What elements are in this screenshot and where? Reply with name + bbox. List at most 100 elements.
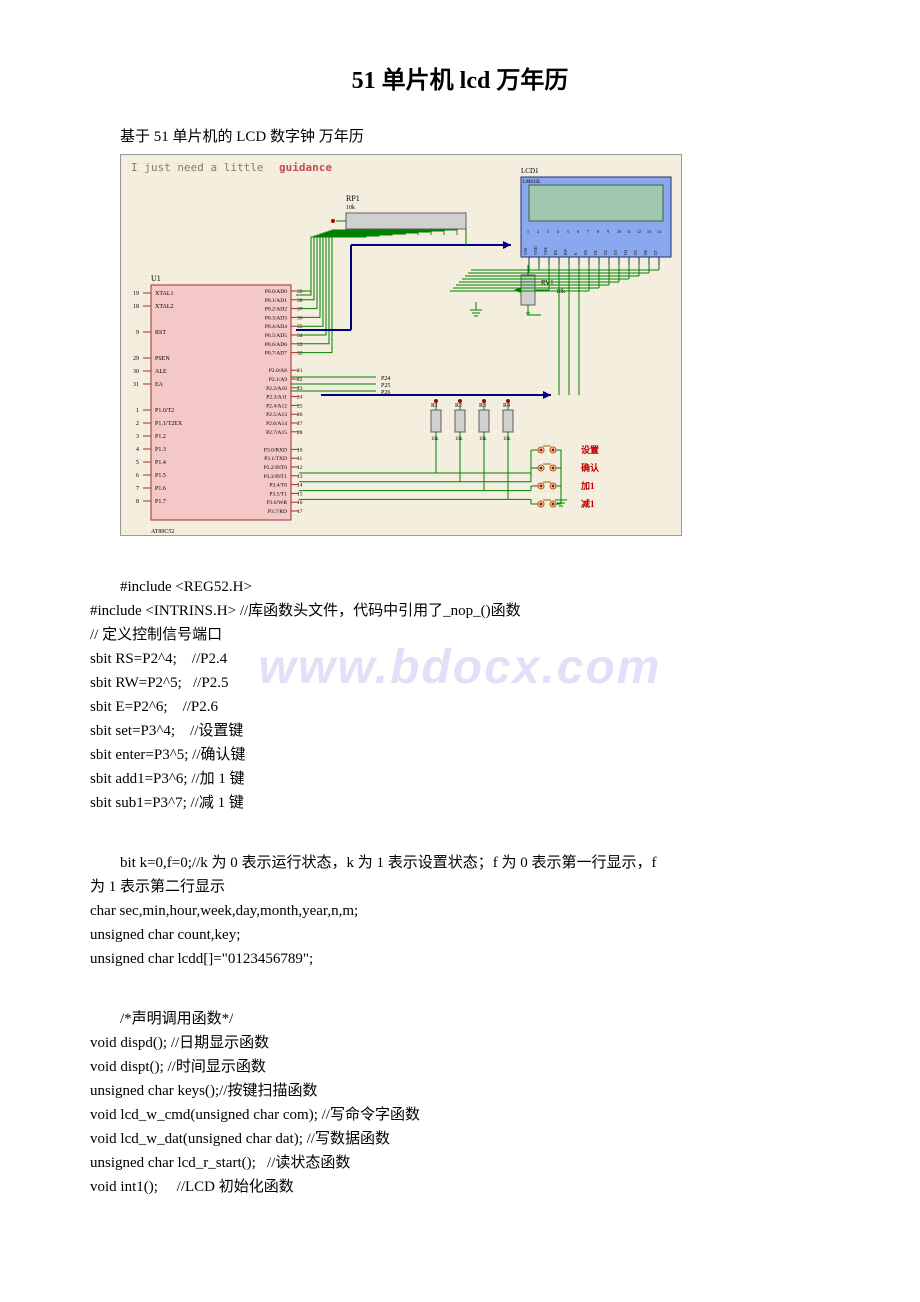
svg-text:D7: D7 [653,250,658,255]
svg-text:33: 33 [297,342,303,348]
svg-text:26: 26 [297,412,303,418]
svg-text:P2.3/A11: P2.3/A11 [266,395,287,401]
svg-text:VEE: VEE [543,247,548,255]
circuit-diagram: I just need a little guidance U1 AT89C52… [120,154,682,536]
svg-text:5: 5 [136,460,139,466]
svg-text:30: 30 [133,369,139,375]
svg-text:RST: RST [155,330,166,336]
svg-text:XTAL1: XTAL1 [155,291,174,297]
svg-text:15: 15 [297,491,303,497]
svg-text:39: 39 [297,289,303,295]
svg-text:9: 9 [607,229,609,234]
svg-text:P0.4/AD4: P0.4/AD4 [265,324,287,330]
svg-text:1: 1 [136,408,139,414]
svg-text:P1.5: P1.5 [155,473,166,479]
svg-text:38: 38 [297,298,303,304]
svg-text:11: 11 [627,229,631,234]
svg-text:PSEN: PSEN [155,356,170,362]
svg-text:P0.5/AD5: P0.5/AD5 [265,333,287,339]
svg-text:P0.7/AD7: P0.7/AD7 [265,351,287,357]
svg-text:P0.2/AD2: P0.2/AD2 [265,307,287,313]
svg-text:D5: D5 [633,250,638,255]
svg-text:32: 32 [297,351,303,357]
svg-text:28: 28 [297,430,303,436]
svg-text:22: 22 [297,377,303,383]
svg-text:3: 3 [547,229,549,234]
svg-text:36: 36 [297,315,303,321]
svg-text:R2: R2 [455,403,462,409]
svg-text:10k: 10k [346,205,355,211]
svg-text:P0.0/AD0: P0.0/AD0 [265,289,287,295]
svg-text:4: 4 [557,229,559,234]
svg-text:P0.6/AD6: P0.6/AD6 [265,342,287,348]
svg-text:13: 13 [297,474,303,480]
svg-text:R4: R4 [503,403,510,409]
svg-text:10: 10 [297,447,303,453]
svg-text:D2: D2 [603,250,608,255]
svg-text:EA: EA [155,382,164,388]
svg-text:设置: 设置 [581,444,599,455]
svg-text:XTAL2: XTAL2 [155,304,174,310]
code-block-1: #include <REG52.H>#include <INTRINS.H> /… [90,551,830,815]
svg-text:1: 1 [527,229,529,234]
svg-text:2: 2 [537,229,539,234]
svg-text:7: 7 [136,486,139,492]
svg-text:P2.7/A15: P2.7/A15 [266,430,287,436]
svg-text:P2.6/A14: P2.6/A14 [266,421,287,427]
svg-text:guidance: guidance [279,161,332,174]
svg-text:RP1: RP1 [346,194,360,203]
svg-text:37: 37 [297,307,303,313]
svg-text:5: 5 [567,229,569,234]
svg-text:8: 8 [597,229,599,234]
svg-text:D3: D3 [613,250,618,255]
svg-text:8: 8 [136,499,139,505]
svg-text:P2.1/A9: P2.1/A9 [269,377,287,383]
svg-text:D1: D1 [593,250,598,255]
svg-text:11: 11 [297,456,303,462]
svg-text:加1: 加1 [580,480,595,491]
svg-text:13: 13 [647,229,651,234]
svg-text:D4: D4 [623,250,628,255]
svg-text:VDD: VDD [533,246,538,255]
svg-text:P24: P24 [381,376,390,382]
svg-text:10: 10 [617,229,621,234]
svg-text:24: 24 [297,395,303,401]
svg-text:P3.6/WR: P3.6/WR [267,500,288,506]
page-title: 51 单片机 lcd 万年历 [90,60,830,95]
svg-text:10k: 10k [479,437,487,442]
svg-text:18: 18 [133,304,139,310]
svg-text:P3.4/T0: P3.4/T0 [269,483,287,489]
svg-text:RW: RW [563,249,568,255]
svg-text:P3.1/TXD: P3.1/TXD [264,456,287,462]
svg-text:P1.6: P1.6 [155,486,166,492]
svg-text:ALE: ALE [155,369,167,375]
svg-text:P2.5/A13: P2.5/A13 [266,412,287,418]
svg-text:10k: 10k [455,437,463,442]
svg-text:D6: D6 [643,250,648,255]
svg-text:14: 14 [657,229,661,234]
svg-text:确认: 确认 [581,462,600,473]
svg-text:6: 6 [136,473,139,479]
svg-text:6: 6 [577,229,579,234]
svg-text:P2.0/A8: P2.0/A8 [269,368,287,374]
svg-text:P1.0/T2: P1.0/T2 [155,408,174,414]
svg-text:P2.4/A12: P2.4/A12 [266,403,287,409]
svg-text:P3.7/RD: P3.7/RD [268,509,287,515]
svg-text:P1.2: P1.2 [155,434,166,440]
svg-text:U1: U1 [151,274,161,283]
svg-text:25: 25 [297,403,303,409]
svg-text:减1: 减1 [581,498,595,509]
svg-text:29: 29 [133,356,139,362]
svg-text:21: 21 [297,368,303,374]
svg-text:12: 12 [297,465,303,471]
svg-text:P3.0/RXD: P3.0/RXD [264,447,287,453]
svg-text:12: 12 [637,229,641,234]
svg-text:LM016L: LM016L [523,180,541,185]
svg-text:RS: RS [553,250,558,255]
svg-text:P3.2/INT0: P3.2/INT0 [264,465,288,471]
circuit-svg: I just need a little guidance U1 AT89C52… [121,155,681,535]
svg-text:VSS: VSS [523,248,528,255]
svg-text:LCD1: LCD1 [521,167,539,175]
svg-text:31: 31 [133,382,139,388]
svg-text:P1.7: P1.7 [155,499,166,505]
